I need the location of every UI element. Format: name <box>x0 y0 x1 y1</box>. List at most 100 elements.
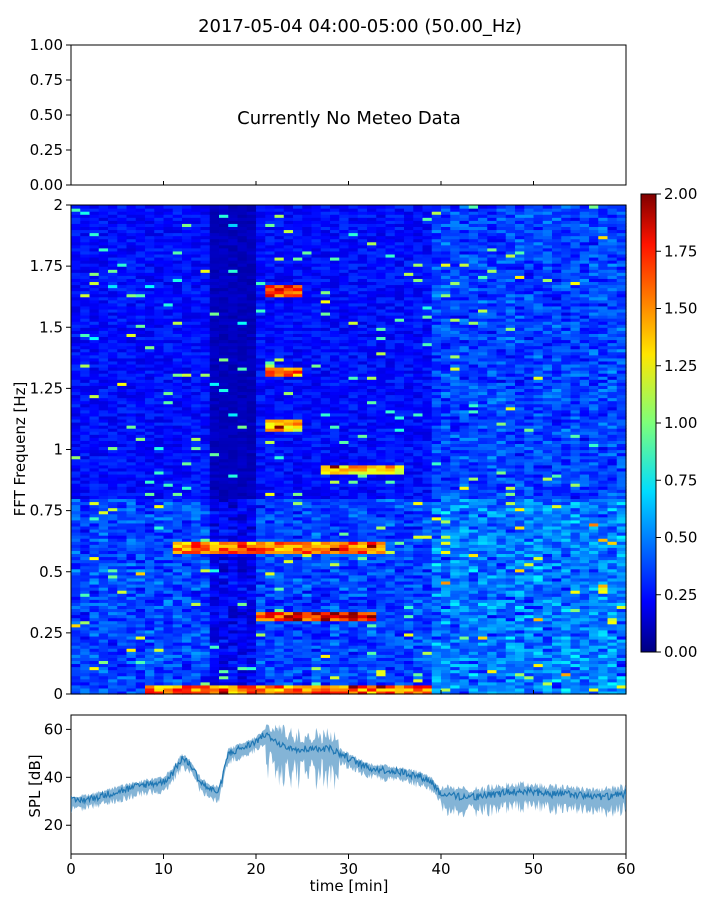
spectrogram-cell <box>98 538 109 542</box>
spectrogram-cell <box>589 635 599 640</box>
spectrogram-cell <box>311 614 322 619</box>
spectrogram-cell <box>145 528 155 533</box>
spectrogram-cell <box>80 608 91 613</box>
spectrogram-cell <box>182 477 192 481</box>
spectrogram-cell <box>357 547 368 551</box>
spectrogram-cell <box>357 483 368 487</box>
spectrogram-cell <box>542 684 553 689</box>
spectrogram-cell <box>459 684 470 689</box>
spectrogram-cell <box>135 519 146 524</box>
spectrogram-cell <box>589 678 599 683</box>
spectrogram-cell <box>311 620 322 625</box>
spectrogram-cell <box>459 660 470 665</box>
spectrogram-cell <box>246 498 257 503</box>
spectrogram-cell <box>505 535 516 539</box>
spectrogram-cell <box>376 571 387 576</box>
spectrogram-cell <box>450 446 461 451</box>
spectrogram-cell <box>71 507 81 512</box>
spectrogram-cell <box>219 553 229 558</box>
spectrogram-cell <box>246 461 257 466</box>
spectrogram-cell <box>570 571 581 576</box>
spectrogram-cell <box>274 461 285 466</box>
spectrogram-cell <box>89 580 100 585</box>
spectrogram-cell <box>172 452 183 457</box>
spectrogram-cell <box>450 669 461 674</box>
spectrogram-cell <box>302 519 313 524</box>
spectrogram-cell <box>561 495 572 499</box>
spectrogram-cell <box>589 605 599 610</box>
spectrogram-cell <box>302 660 313 665</box>
spectrogram-cell <box>385 449 396 454</box>
spectrogram-cell <box>422 635 433 640</box>
spectrogram-cell <box>293 638 303 643</box>
spectrogram-cell <box>302 648 313 652</box>
spectrogram-cell <box>579 516 590 521</box>
spectrogram-cell <box>431 687 442 692</box>
spectrogram-cell <box>367 669 377 674</box>
spectrogram-cell <box>145 467 155 472</box>
spectrogram-cell <box>163 473 174 478</box>
spectrogram-cell <box>505 669 516 674</box>
spectrogram-cell <box>357 599 368 603</box>
spectrogram-cell <box>524 541 535 545</box>
spectrogram-cell <box>524 574 535 579</box>
spectrogram-cell <box>533 687 544 692</box>
spectrogram-cell <box>311 446 322 451</box>
spectrogram-cell <box>274 599 285 603</box>
spectrogram-cell <box>478 574 488 579</box>
spectrogram-cell <box>98 562 109 567</box>
spectrogram-cell <box>237 528 248 533</box>
spectrogram-cell <box>385 684 396 689</box>
spectrogram-cell <box>357 452 368 457</box>
spectrogram-cell <box>468 498 479 503</box>
spectrogram-cell <box>616 538 627 542</box>
spectrogram-cell <box>478 602 488 606</box>
spectrogram-cell <box>441 684 451 689</box>
spectrogram-cell <box>71 550 81 555</box>
spectrogram-cell <box>413 675 424 680</box>
spectrogram-cell <box>561 645 572 649</box>
spectrogram-cell <box>172 464 183 469</box>
spectrogram-cell <box>561 464 572 469</box>
spectrogram-cell <box>515 547 525 551</box>
spectrogram-cell <box>589 587 599 591</box>
spectrogram-cell <box>126 477 137 481</box>
spectrogram-cell <box>191 565 202 570</box>
spectrogram-cell <box>246 663 257 668</box>
spectrogram-cell <box>265 522 276 527</box>
spectrogram-cell <box>256 461 266 466</box>
spectrogram-cell <box>274 632 285 637</box>
spectrogram-cell <box>256 568 266 573</box>
spectrogram-cell <box>256 532 266 536</box>
spectrogram-cell <box>450 452 461 457</box>
spectrogram-cell <box>542 580 553 585</box>
spectrogram-cell <box>385 669 396 674</box>
spectrogram-cell <box>413 492 424 496</box>
spectrogram-cell <box>570 632 581 637</box>
spectrogram-cell <box>357 645 368 649</box>
spectrogram-cell <box>200 611 211 616</box>
spectrogram-cell <box>89 669 100 674</box>
spectrogram-cell <box>431 492 442 496</box>
spectrogram-cell <box>616 492 627 496</box>
spectrogram-cell <box>357 651 368 655</box>
spectrogram-cell <box>487 522 498 527</box>
spectrogram-cell <box>302 608 313 613</box>
spectrogram-cell <box>163 614 174 619</box>
spectrogram-cell <box>283 678 294 683</box>
spectrogram-cell <box>302 477 313 481</box>
spectrogram-cell <box>283 562 294 567</box>
spectrogram-cell <box>89 657 100 661</box>
spectrogram-cell <box>209 553 220 558</box>
spectrogram-cell <box>394 443 405 448</box>
spectrogram-cell <box>200 541 211 545</box>
spectrogram-cell <box>367 562 377 567</box>
spectrogram-cell <box>413 614 424 619</box>
spectrogram-cell <box>163 532 174 536</box>
spectrogram-cell <box>98 504 109 509</box>
spectrogram-cell <box>145 544 155 548</box>
spectrogram-cell <box>367 544 377 548</box>
spectrogram-cell <box>589 666 599 671</box>
spectrogram-cell <box>413 440 424 444</box>
spectrogram-cell <box>154 587 165 591</box>
